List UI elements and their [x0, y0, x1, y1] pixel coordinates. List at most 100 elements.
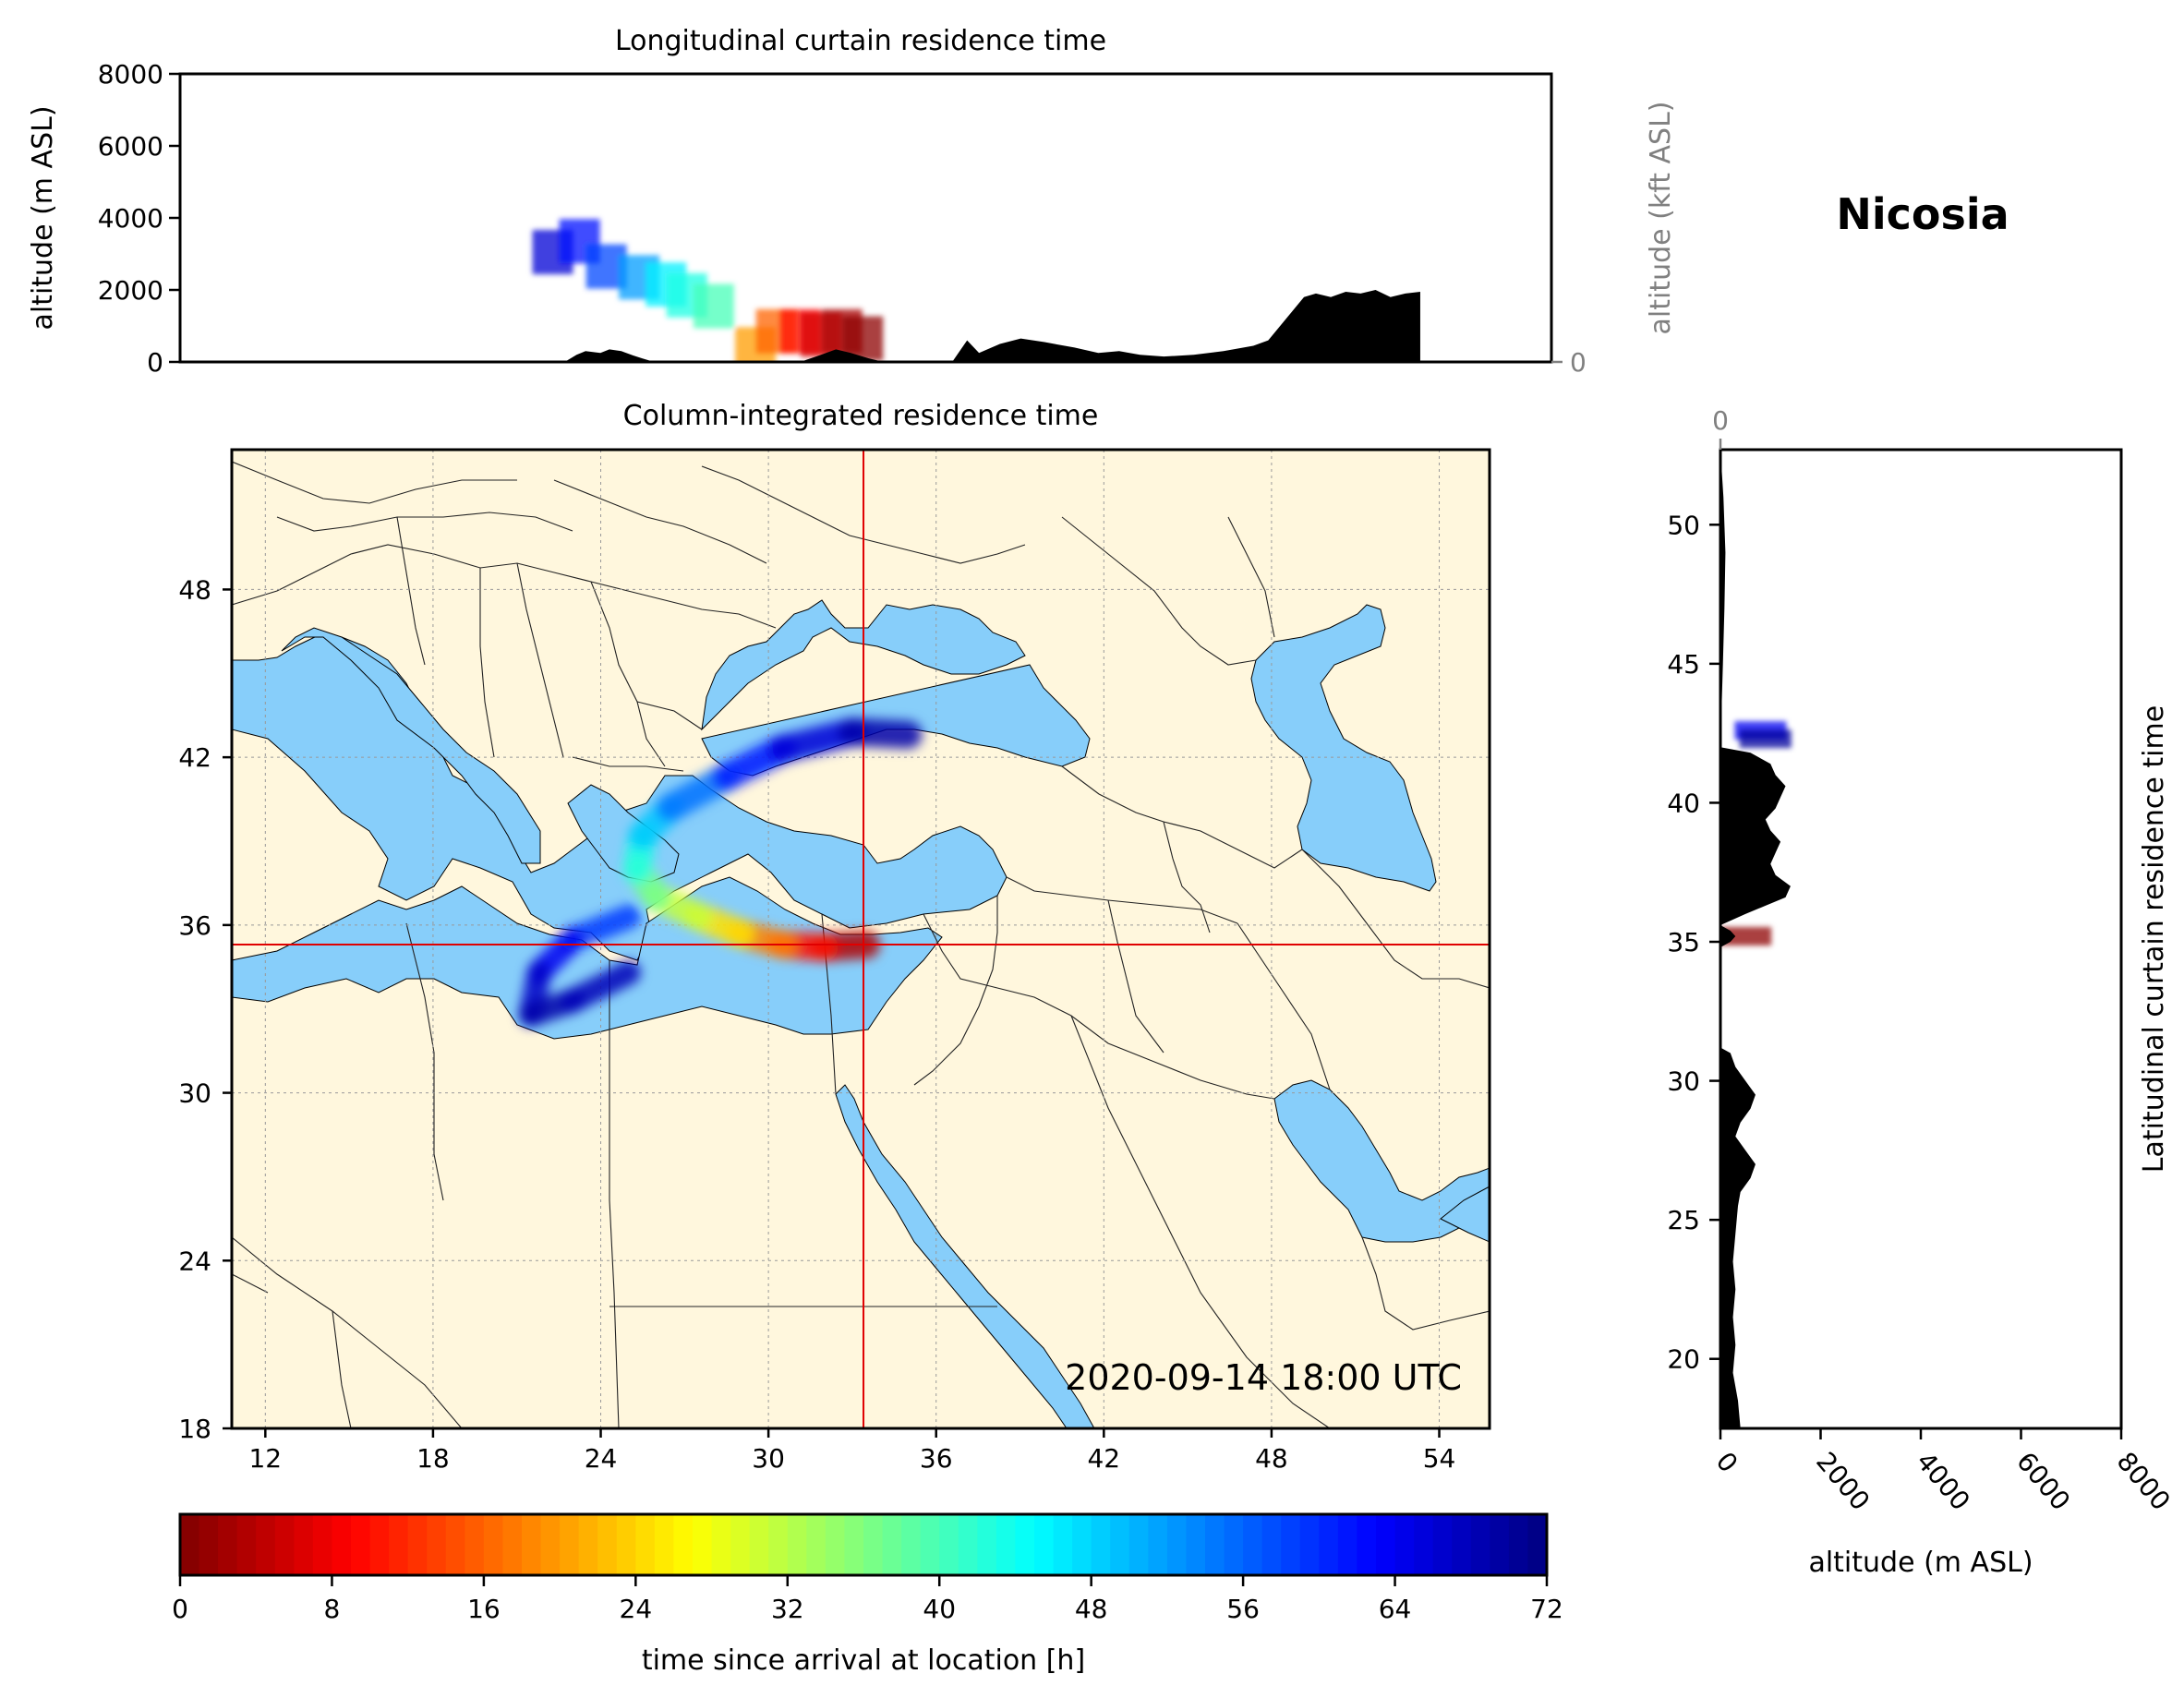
x-tick-label: 6000	[2010, 1446, 2076, 1516]
persian-gulf	[1273, 1079, 1490, 1243]
colorbar-cell	[256, 1514, 276, 1575]
x-tick-label: 12	[248, 1443, 282, 1474]
plume-segment	[838, 717, 923, 749]
longitudinal-ylabel: altitude (m ASL)	[27, 105, 59, 330]
colorbar-cell	[1376, 1514, 1396, 1575]
arabian-sea-fragment	[1440, 1186, 1490, 1243]
y-tick-label: 6000	[98, 131, 163, 162]
colorbar-cell	[1261, 1514, 1282, 1575]
colorbar-cell	[863, 1514, 884, 1575]
colorbar-cell	[578, 1514, 598, 1575]
colorbar-cell	[958, 1514, 978, 1575]
y-tick-label: 20	[1667, 1344, 1700, 1375]
plume-cell	[693, 283, 734, 329]
colorbar-cell	[1508, 1514, 1529, 1575]
colorbar-cell	[787, 1514, 807, 1575]
colorbar-tick-label: 72	[1530, 1594, 1563, 1624]
colorbar-cell	[502, 1514, 523, 1575]
colorbar-cell	[1281, 1514, 1301, 1575]
y-tick-label: 30	[178, 1078, 211, 1109]
tyrrhenian-sea	[232, 876, 943, 1040]
colorbar-cell	[1148, 1514, 1168, 1575]
colorbar-cell	[616, 1514, 636, 1575]
y-tick-label: 25	[1667, 1205, 1700, 1235]
map-x-ticks: 12 18 24 30 36 42 48 54	[248, 1428, 1455, 1474]
location-title: Nicosia	[1836, 189, 2009, 239]
longitudinal-y2-ticks: 0	[1551, 347, 1587, 378]
colorbar-cell	[1319, 1514, 1339, 1575]
plume-cell	[1720, 926, 1772, 945]
colorbar-cell	[1224, 1514, 1244, 1575]
colorbar-cell	[711, 1514, 731, 1575]
colorbar-tick-label: 0	[172, 1594, 188, 1624]
map-title: Column-integrated residence time	[623, 400, 1099, 432]
y-tick-label: 30	[1667, 1066, 1700, 1097]
x-tick-label: 30	[752, 1443, 785, 1474]
colorbar-tick-label: 32	[771, 1594, 804, 1624]
caspian-sea	[1250, 604, 1437, 892]
colorbar-cell	[218, 1514, 238, 1575]
y2-tick-label: 0	[1570, 347, 1587, 378]
longitudinal-curtain-panel: Longitudinal curtain residence time 0 200…	[27, 25, 1677, 378]
x-tick-label: 0	[1710, 1446, 1744, 1478]
colorbar-cell	[977, 1514, 997, 1575]
colorbar-cell	[294, 1514, 314, 1575]
colorbar-tick-label: 24	[620, 1594, 653, 1624]
colorbar-cell	[1110, 1514, 1130, 1575]
colorbar-cell	[199, 1514, 219, 1575]
y-tick-label: 40	[1667, 788, 1700, 818]
colorbar-tick-label: 40	[923, 1594, 956, 1624]
colorbar-frame	[178, 1512, 1549, 1577]
x-tick-label: 4000	[1911, 1446, 1976, 1516]
y-tick-label: 0	[147, 347, 163, 378]
colorbar-cell	[749, 1514, 769, 1575]
colorbar-label: time since arrival at location [h]	[642, 1644, 1085, 1677]
colorbar-cell	[901, 1514, 922, 1575]
longitudinal-title: Longitudinal curtain residence time	[615, 25, 1106, 57]
y-tick-label: 24	[178, 1246, 211, 1276]
colorbar-cell	[1166, 1514, 1188, 1575]
colorbar-cell	[939, 1514, 959, 1575]
column-integrated-panel: Column-integrated residence time	[178, 400, 1491, 1474]
colorbar-cell	[1205, 1514, 1225, 1575]
plume-segment	[561, 960, 641, 1013]
colorbar-cell	[332, 1514, 352, 1575]
x-tick-label: 2000	[1810, 1446, 1876, 1516]
latitudinal-frame	[1719, 448, 2123, 1430]
colorbar-cell	[635, 1514, 656, 1575]
map-y-ticks: 18 24 30 36 42 48	[178, 574, 232, 1444]
map-frame	[230, 448, 1491, 1430]
colorbar-cell	[483, 1514, 504, 1575]
longitudinal-terrain	[564, 290, 1420, 362]
colorbar-cell	[1034, 1514, 1055, 1575]
y-tick-label: 8000	[98, 59, 163, 90]
colorbar-cell	[844, 1514, 864, 1575]
colorbar-cell	[1527, 1514, 1548, 1575]
x-tick-label: 18	[416, 1443, 450, 1474]
receptor-crosshair	[232, 450, 1490, 1428]
colorbar-cell	[1337, 1514, 1358, 1575]
latitudinal-y-ticks: 20 25 30 35 40 45 50	[1667, 510, 1720, 1375]
colorbar-cell	[312, 1514, 333, 1575]
colorbar-cell	[1470, 1514, 1490, 1575]
latitudinal-plume	[1720, 721, 1792, 945]
colorbar-cell	[1357, 1514, 1377, 1575]
colorbar-cell	[1243, 1514, 1263, 1575]
colorbar-cell	[806, 1514, 827, 1575]
y-tick-label: 18	[178, 1414, 211, 1444]
y-tick-label: 2000	[98, 275, 163, 306]
colorbar-cell	[1414, 1514, 1434, 1575]
colorbar-cell	[825, 1514, 846, 1575]
colorbar-ticks: 0 8 16 24 32 40 48 56 64 72	[172, 1575, 1563, 1624]
colorbar-tick-label: 16	[467, 1594, 501, 1624]
colorbar-cells	[180, 1514, 1548, 1575]
colorbar-cell	[693, 1514, 713, 1575]
colorbar-tick-label: 56	[1226, 1594, 1260, 1624]
y-tick-label: 36	[178, 910, 211, 941]
longitudinal-y-ticks: 0 2000 4000 6000 8000	[98, 59, 180, 378]
y-tick-label: 45	[1667, 649, 1700, 680]
colorbar-cell	[1091, 1514, 1111, 1575]
colorbar-cell	[274, 1514, 295, 1575]
